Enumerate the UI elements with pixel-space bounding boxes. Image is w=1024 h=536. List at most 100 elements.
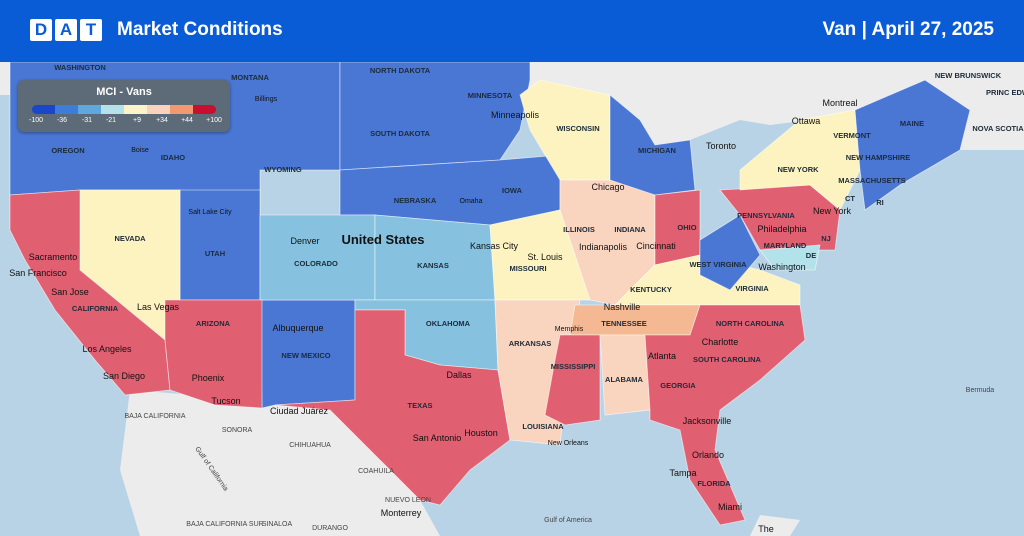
mci-legend: MCI - Vans -100 -36 -31 -21 +9 +34 +44 +…: [18, 80, 230, 132]
label-california: CALIFORNIA: [72, 304, 119, 313]
label-arkansas: ARKANSAS: [509, 339, 552, 348]
label-ct: CT: [845, 194, 855, 203]
city-st-louis: St. Louis: [527, 252, 563, 262]
city-san-jose: San Jose: [51, 287, 89, 297]
label-north-carolina: NORTH CAROLINA: [716, 319, 785, 328]
city-chicago: Chicago: [591, 182, 624, 192]
city-ottawa: Ottawa: [792, 116, 821, 126]
legend-title: MCI - Vans: [96, 86, 152, 98]
label-south-dakota: SOUTH DAKOTA: [370, 129, 430, 138]
state-kansas: [374, 214, 496, 301]
city-sacramento: Sacramento: [29, 252, 78, 262]
logo-letter-a: A: [55, 19, 77, 41]
city-nashville: Nashville: [604, 302, 641, 312]
label-nj: NJ: [821, 234, 831, 243]
legend-swatch-5: [124, 105, 147, 114]
city-las-vegas: Las Vegas: [137, 302, 180, 312]
label-new-york: NEW YORK: [777, 165, 819, 174]
city-new-orleans: New Orleans: [548, 440, 589, 447]
label-ri: RI: [876, 198, 884, 207]
legend-tick-3: -31: [81, 117, 93, 124]
market-conditions-map: WASHINGTON OREGON IDAHO MONTANA WYOMING …: [0, 62, 1024, 536]
city-kansas-city: Kansas City: [470, 241, 519, 251]
city-salt-lake-city: Salt Lake City: [188, 209, 232, 216]
label-new-brunswick: NEW BRUNSWICK: [935, 71, 1002, 80]
equipment-label: Van: [822, 19, 857, 40]
dat-logo: D A T: [30, 19, 102, 41]
logo-letter-d: D: [30, 19, 52, 41]
state-southeast: [644, 304, 806, 526]
label-michigan: MICHIGAN: [638, 146, 676, 155]
city-minneapolis: Minneapolis: [491, 110, 540, 120]
state-utah: [179, 189, 261, 301]
label-kansas: KANSAS: [417, 261, 449, 270]
city-phoenix: Phoenix: [192, 373, 225, 383]
city-atlanta: Atlanta: [648, 351, 676, 361]
label-south-carolina: SOUTH CAROLINA: [693, 355, 761, 364]
label-coahuila: COAHUILA: [358, 468, 394, 475]
label-wisconsin: WISCONSIN: [556, 124, 599, 133]
mexico-land: [120, 390, 440, 536]
label-louisiana: LOUISIANA: [522, 422, 564, 431]
bahamas-land: [750, 515, 800, 536]
city-memphis: Memphis: [555, 326, 584, 333]
label-chihuahua: CHIHUAHUA: [289, 442, 331, 449]
legend-tick-2: -36: [56, 117, 68, 124]
city-orlando: Orlando: [692, 450, 724, 460]
label-maryland: MARYLAND: [764, 241, 807, 250]
city-jacksonville: Jacksonville: [683, 416, 732, 426]
header-bar: D A T Market Conditions Van | April 27, …: [0, 0, 1024, 62]
label-idaho: IDAHO: [161, 153, 185, 162]
label-baja-california-sur: BAJA CALIFORNIA SUR: [186, 521, 263, 528]
city-tucson: Tucson: [211, 396, 240, 406]
state-arizona: [164, 299, 263, 409]
label-massachusetts: MASSACHUSETTS: [838, 176, 906, 185]
city-charlotte: Charlotte: [702, 337, 739, 347]
label-florida: FLORIDA: [697, 479, 731, 488]
label-iowa: IOWA: [502, 186, 523, 195]
city-los-angeles: Los Angeles: [82, 344, 132, 354]
label-texas: TEXAS: [407, 401, 432, 410]
label-alabama: ALABAMA: [605, 375, 643, 384]
legend-swatch-1: [32, 105, 55, 114]
logo-letter-t: T: [80, 19, 102, 41]
city-philadelphia: Philadelphia: [757, 224, 806, 234]
label-prince-edward: PRINC EDWA: [986, 88, 1024, 97]
label-the: The: [758, 524, 774, 534]
city-albuquerque: Albuquerque: [272, 323, 323, 333]
label-new-mexico: NEW MEXICO: [281, 351, 330, 360]
label-kentucky: KENTUCKY: [630, 285, 672, 294]
label-new-hampshire: NEW HAMPSHIRE: [846, 153, 911, 162]
label-gulf-mexico: Gulf of America: [544, 517, 592, 524]
label-nova-scotia: NOVA SCOTIA: [972, 124, 1024, 133]
label-wyoming: WYOMING: [264, 165, 302, 174]
label-washington: WASHINGTON: [54, 63, 106, 72]
legend-tick-4: -21: [105, 117, 117, 124]
state-new-england: [854, 79, 971, 211]
label-vermont: VERMONT: [833, 131, 871, 140]
label-durango: DURANGO: [312, 525, 348, 532]
label-illinois: ILLINOIS: [563, 225, 595, 234]
state-california: [9, 189, 171, 396]
city-indianapolis: Indianapolis: [579, 242, 628, 252]
legend-swatch-2: [55, 105, 78, 114]
date-label: April 27, 2025: [871, 19, 994, 40]
city-denver: Denver: [290, 236, 319, 246]
label-west-virginia: WEST VIRGINIA: [689, 260, 747, 269]
legend-tick-5: +9: [133, 117, 141, 124]
legend-tick-8: +100: [206, 117, 222, 124]
label-colorado: COLORADO: [294, 259, 338, 268]
label-minnesota: MINNESOTA: [468, 91, 513, 100]
label-pennsylvania: PENNSYLVANIA: [737, 211, 795, 220]
legend-swatch-7: [170, 105, 193, 114]
city-tampa: Tampa: [669, 468, 696, 478]
city-cincinnati: Cincinnati: [636, 241, 676, 251]
city-san-antonio: San Antonio: [413, 433, 462, 443]
legend-swatch-4: [101, 105, 124, 114]
city-monterrey: Monterrey: [381, 508, 422, 518]
label-missouri: MISSOURI: [509, 264, 546, 273]
city-toronto: Toronto: [706, 141, 736, 151]
label-oklahoma: OKLAHOMA: [426, 319, 471, 328]
label-sonora: SONORA: [222, 427, 253, 434]
page-title: Market Conditions: [117, 19, 283, 40]
